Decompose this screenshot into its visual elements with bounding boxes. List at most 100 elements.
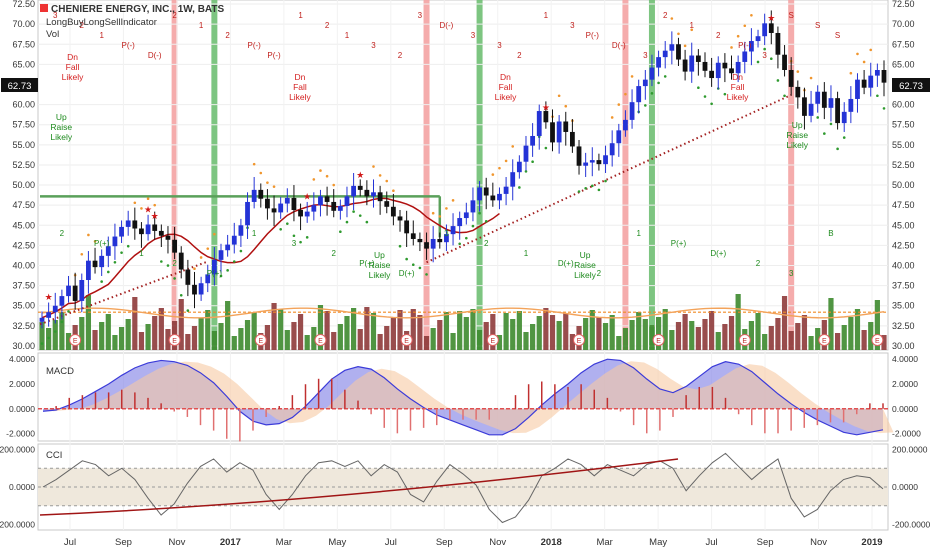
candle-body[interactable] <box>550 122 555 143</box>
candle-body[interactable] <box>52 305 58 313</box>
candle-body[interactable] <box>112 236 118 247</box>
candle-body[interactable] <box>265 198 270 209</box>
candle-body[interactable] <box>536 111 542 136</box>
earnings-marker[interactable]: E <box>254 334 267 346</box>
candle-body[interactable] <box>145 224 151 235</box>
earnings-icon[interactable] <box>254 334 267 346</box>
candle-body[interactable] <box>344 196 350 206</box>
candle-body[interactable] <box>258 189 264 199</box>
candle-body[interactable] <box>205 274 211 284</box>
candle-body[interactable] <box>483 187 489 196</box>
candle-body[interactable] <box>139 228 144 235</box>
candle-body[interactable] <box>72 285 78 301</box>
candle-body[interactable] <box>324 196 330 202</box>
candle-body[interactable] <box>682 59 688 72</box>
candle-body[interactable] <box>603 155 608 165</box>
candle-body[interactable] <box>424 242 429 249</box>
candle-body[interactable] <box>477 187 482 201</box>
candle-body[interactable] <box>39 317 45 322</box>
candle-body[interactable] <box>192 284 197 295</box>
candle-body[interactable] <box>311 205 317 212</box>
candle-body[interactable] <box>490 195 496 201</box>
candle-body[interactable] <box>689 55 695 72</box>
candle-body[interactable] <box>470 200 476 213</box>
candle-body[interactable] <box>59 296 65 306</box>
candle-body[interactable] <box>802 97 807 116</box>
candle-body[interactable] <box>523 145 529 162</box>
candle-body[interactable] <box>125 220 131 227</box>
candle-body[interactable] <box>616 130 622 144</box>
earnings-icon[interactable] <box>573 334 586 346</box>
candle-body[interactable] <box>390 206 396 217</box>
candle-body[interactable] <box>855 79 860 99</box>
candle-body[interactable] <box>251 189 257 202</box>
candle-body[interactable] <box>729 68 734 74</box>
candle-body[interactable] <box>450 226 456 235</box>
candle-body[interactable] <box>788 70 794 87</box>
candle-body[interactable] <box>331 201 337 211</box>
candle-body[interactable] <box>636 86 642 103</box>
candle-body[interactable] <box>211 259 217 275</box>
candle-body[interactable] <box>351 185 357 197</box>
candle-body[interactable] <box>516 161 522 173</box>
candle-body[interactable] <box>589 160 595 163</box>
earnings-marker[interactable]: E <box>652 334 665 346</box>
candle-body[interactable] <box>172 239 177 253</box>
candle-body[interactable] <box>457 218 463 227</box>
candle-body[interactable] <box>782 54 787 70</box>
candle-body[interactable] <box>231 235 237 245</box>
candle-body[interactable] <box>417 238 423 243</box>
candle-body[interactable] <box>762 23 768 37</box>
earnings-icon[interactable] <box>314 334 327 346</box>
earnings-marker[interactable]: E <box>871 334 884 346</box>
candles[interactable] <box>39 10 887 329</box>
candle-body[interactable] <box>410 233 416 239</box>
candle-body[interactable] <box>609 143 615 156</box>
candle-body[interactable] <box>66 285 71 297</box>
candle-body[interactable] <box>702 61 708 71</box>
earnings-marker[interactable]: E <box>486 334 499 346</box>
candle-body[interactable] <box>669 44 675 51</box>
candle-body[interactable] <box>583 162 589 166</box>
candle-body[interactable] <box>364 189 370 197</box>
earnings-marker[interactable]: E <box>314 334 327 346</box>
candle-body[interactable] <box>569 131 575 147</box>
candle-body[interactable] <box>377 192 383 202</box>
candle-body[interactable] <box>881 70 887 83</box>
candle-body[interactable] <box>808 103 814 116</box>
candle-body[interactable] <box>815 91 821 104</box>
candle-body[interactable] <box>828 98 834 108</box>
earnings-icon[interactable] <box>871 334 884 346</box>
candle-body[interactable] <box>357 185 363 190</box>
candle-body[interactable] <box>709 70 715 79</box>
earnings-marker[interactable]: E <box>573 334 586 346</box>
earnings-icon[interactable] <box>652 334 665 346</box>
candle-body[interactable] <box>821 91 827 108</box>
candle-body[interactable] <box>662 50 668 58</box>
earnings-icon[interactable] <box>486 334 499 346</box>
earnings-icon[interactable] <box>400 334 413 346</box>
candle-body[interactable] <box>238 225 244 236</box>
candle-body[interactable] <box>742 51 748 62</box>
earnings-marker[interactable]: E <box>69 334 82 346</box>
candle-body[interactable] <box>596 160 602 165</box>
candle-body[interactable] <box>868 75 874 88</box>
candle-body[interactable] <box>132 220 138 229</box>
candle-body[interactable] <box>225 244 231 251</box>
candle-body[interactable] <box>543 111 549 123</box>
candle-body[interactable] <box>722 62 728 69</box>
candle-body[interactable] <box>298 210 303 217</box>
candle-body[interactable] <box>304 211 310 217</box>
candle-body[interactable] <box>795 86 801 98</box>
candle-body[interactable] <box>563 121 569 132</box>
earnings-icon[interactable] <box>738 334 751 346</box>
earnings-icon[interactable] <box>818 334 831 346</box>
candle-body[interactable] <box>99 255 105 268</box>
candle-body[interactable] <box>874 70 880 76</box>
candle-body[interactable] <box>556 121 562 143</box>
candle-body[interactable] <box>185 269 191 285</box>
candle-body[interactable] <box>576 146 582 166</box>
candle-body[interactable] <box>284 197 290 204</box>
candle-body[interactable] <box>271 208 277 213</box>
